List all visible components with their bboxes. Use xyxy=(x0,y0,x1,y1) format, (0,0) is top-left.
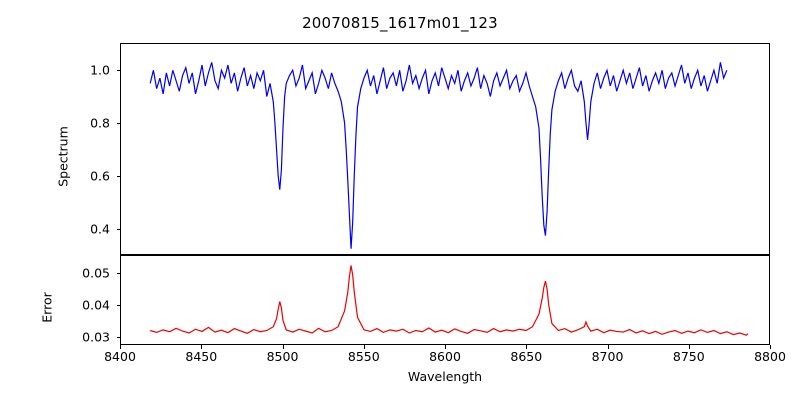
x-tick-label: 8400 xyxy=(104,349,136,364)
error-panel xyxy=(120,255,770,345)
spectrum-panel xyxy=(120,43,770,255)
x-tick-label: 8750 xyxy=(672,349,705,364)
spectrum-y-tickmark xyxy=(116,175,120,177)
x-tick-label: 8500 xyxy=(266,349,299,364)
x-tick-label: 8600 xyxy=(429,349,461,364)
error-y-tickmark xyxy=(116,304,120,306)
x-tick-label: 8450 xyxy=(185,349,218,364)
error-y-tickmark xyxy=(116,272,120,274)
error-y-tick-label: 0.05 xyxy=(82,265,110,281)
spectrum-y-tickmark xyxy=(116,122,120,124)
x-tickmark xyxy=(770,345,772,349)
spectrum-trace-area xyxy=(121,44,769,254)
x-tickmark xyxy=(120,345,122,349)
error-y-tick-label: 0.03 xyxy=(82,329,110,345)
x-tickmark xyxy=(363,345,365,349)
x-tick-label: 8650 xyxy=(510,349,543,364)
error-y-tickmark xyxy=(116,337,120,339)
error-trace-area xyxy=(121,256,769,344)
spectrum-y-axis-label: Spectrum xyxy=(55,126,71,187)
x-tickmark xyxy=(201,345,203,349)
x-tickmark xyxy=(607,345,609,349)
spectrum-line xyxy=(150,62,727,248)
x-tick-label: 8700 xyxy=(591,349,624,364)
error-y-tick-label: 0.04 xyxy=(82,297,110,313)
error-line xyxy=(150,265,748,335)
spectrum-y-tick-label: 0.6 xyxy=(90,168,110,183)
spectrum-y-tick-label: 0.8 xyxy=(90,115,110,130)
spectrum-y-tick-label: 0.4 xyxy=(90,221,110,236)
spectrum-y-tickmark xyxy=(116,69,120,71)
x-tick-label: 8550 xyxy=(347,349,380,364)
spectrum-y-tick-label: 1.0 xyxy=(90,62,110,77)
x-tickmark xyxy=(282,345,284,349)
chart-title: 20070815_1617m01_123 xyxy=(302,14,498,32)
x-tick-label: 8800 xyxy=(754,349,786,364)
spectrum-y-tickmark xyxy=(116,228,120,230)
x-tickmark xyxy=(526,345,528,349)
x-tickmark xyxy=(688,345,690,349)
x-tickmark xyxy=(445,345,447,349)
x-axis-label: Wavelength xyxy=(407,369,483,384)
